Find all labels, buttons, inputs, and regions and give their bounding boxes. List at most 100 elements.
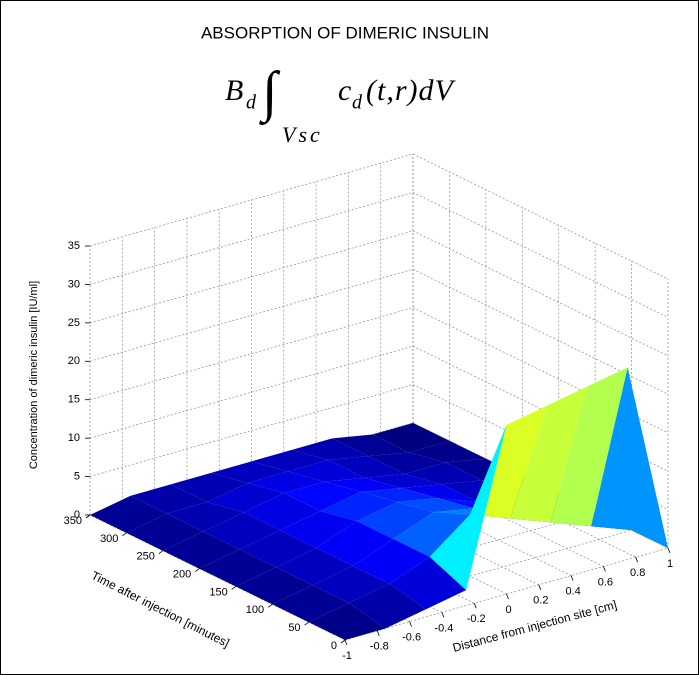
surface-patch — [352, 539, 430, 584]
y-tick-label: 350 — [64, 515, 82, 527]
formula-rest: (t,r)dV — [366, 74, 456, 107]
formula-integral: ∫ — [259, 61, 281, 126]
chart-title: ABSORPTION OF DIMERIC INSULIN — [201, 23, 489, 42]
z-tick-label: 5 — [74, 470, 80, 482]
formula-body-sub: d — [352, 92, 363, 114]
surface-patch — [368, 452, 446, 475]
y-tick — [231, 586, 236, 590]
surface-patch — [316, 521, 394, 566]
z-grid-line — [412, 153, 669, 280]
surface-patch — [287, 459, 365, 482]
x-tick-label: 0.4 — [565, 586, 580, 598]
surface-patch — [397, 498, 475, 513]
surface-patch — [356, 502, 434, 540]
y-tick — [85, 514, 91, 519]
surface-patch — [308, 602, 386, 640]
surface-patch — [328, 456, 406, 478]
formula-body: c — [338, 74, 351, 107]
y-tick-label: 200 — [173, 568, 191, 580]
surface-patch — [283, 481, 361, 512]
y-tick-label: 300 — [100, 533, 118, 545]
z-tick-label: 30 — [68, 278, 80, 290]
y-tick — [267, 603, 273, 608]
x-tick-label: 0 — [505, 604, 511, 616]
y-tick — [304, 621, 309, 626]
x-tick-label: -0.8 — [370, 641, 389, 653]
x-tick-label: 0.2 — [533, 595, 548, 607]
x-tick — [473, 603, 477, 609]
x-tick — [376, 630, 380, 636]
surface-patch — [360, 488, 438, 502]
z-tick-label: 15 — [68, 394, 80, 406]
z-tick-label: 10 — [68, 432, 80, 444]
z-tick-label: 0 — [74, 509, 80, 521]
x-tick — [538, 584, 542, 590]
surface-patch — [324, 477, 402, 492]
surface-patch — [235, 567, 313, 605]
x-tick — [603, 566, 606, 572]
z-grid-line — [412, 230, 669, 357]
x-tick — [667, 547, 671, 554]
surface-patch — [247, 471, 325, 494]
y-tick-label: 250 — [136, 551, 154, 563]
surface-patch — [207, 482, 284, 513]
z-tick-label: 20 — [68, 355, 80, 367]
surface-patch — [510, 386, 588, 523]
x-tick — [409, 621, 412, 627]
x-tick — [635, 557, 639, 563]
y-tick-label: 100 — [246, 604, 264, 616]
x-tick-label: -0.6 — [402, 632, 421, 644]
surface-patch — [364, 474, 442, 489]
x-tick-label: -0.4 — [434, 622, 453, 634]
surface-patch — [312, 565, 390, 603]
y-tick — [195, 568, 200, 572]
formula-base: B — [225, 74, 243, 107]
surface-patch — [320, 491, 398, 522]
y-tick-label: 150 — [209, 586, 227, 598]
surface-patch — [276, 548, 353, 586]
surface-patch — [272, 585, 349, 623]
surface-patch — [409, 440, 486, 463]
surface-patch — [130, 484, 208, 514]
x-tick-label: 0.6 — [598, 576, 613, 588]
surface-patch — [401, 484, 478, 503]
y-tick-label: 0 — [331, 640, 337, 652]
formula: B d ∫ Vsc c d (t,r)dV — [225, 61, 456, 147]
surface-patch — [211, 461, 288, 483]
surface-patch — [170, 472, 248, 503]
formula-integral-sub: Vsc — [282, 122, 323, 147]
surface-patch — [389, 556, 467, 610]
surface-patch — [166, 502, 244, 532]
y-tick — [340, 639, 346, 644]
x-tick-label: -0.2 — [467, 613, 486, 625]
surface-patch — [162, 531, 240, 569]
surface-patch — [239, 530, 317, 568]
surface-patch — [251, 449, 329, 472]
x-tick-label: 1 — [667, 558, 673, 570]
z-axis-label: Concentration of dimeric insulin [IU/ml] — [28, 281, 40, 469]
z-tick-label: 25 — [68, 317, 80, 329]
surface-patch — [280, 511, 357, 549]
surface-patch — [348, 583, 426, 629]
x-tick-label: 0.8 — [630, 567, 645, 579]
surface-patch — [372, 423, 450, 453]
surface-patch — [90, 495, 167, 533]
x-tick — [506, 593, 509, 600]
x-tick — [441, 612, 445, 618]
z-grid-line — [412, 192, 669, 318]
surface-patch — [429, 424, 507, 591]
surface-patch — [126, 513, 204, 551]
x-tick — [344, 639, 348, 646]
x-tick — [570, 575, 574, 581]
surface-patch — [550, 367, 628, 527]
surface-patch — [332, 434, 410, 457]
surface-patch — [291, 438, 369, 460]
y-tick — [122, 532, 127, 537]
y-tick — [158, 550, 164, 555]
surface-patch — [393, 512, 471, 557]
surface-patch — [243, 493, 321, 531]
z-tick-label: 35 — [68, 240, 80, 252]
x-tick-label: -1 — [342, 650, 352, 662]
formula-base-sub: d — [246, 92, 257, 114]
surface-patch — [199, 549, 277, 587]
